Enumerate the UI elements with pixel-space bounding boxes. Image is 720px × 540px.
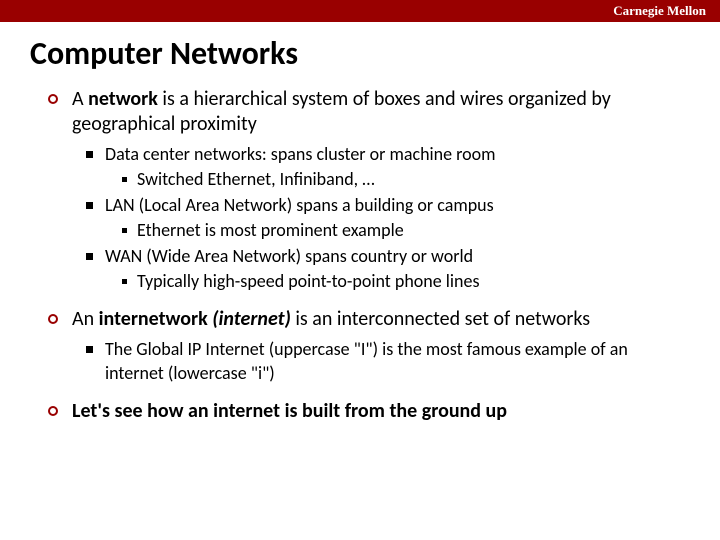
bullet-text: Data center networks: spans cluster or m… <box>105 143 496 166</box>
bullet-internetwork-def: An internetwork (internet) is an interco… <box>48 307 690 332</box>
text-bold: network <box>88 87 158 111</box>
circle-bullet-icon <box>48 406 58 416</box>
circle-bullet-icon <box>48 314 58 324</box>
text-pre: An <box>72 307 99 331</box>
bullet-switched-ethernet: Switched Ethernet, Infiniband, … <box>122 168 690 191</box>
bullet-text: A network is a hierarchical system of bo… <box>72 87 690 137</box>
bullet-text: WAN (Wide Area Network) spans country or… <box>105 245 473 268</box>
sublist-network: Data center networks: spans cluster or m… <box>48 143 690 293</box>
sublist-internetwork: The Global IP Internet (uppercase "I") i… <box>48 338 690 385</box>
header-bar: Carnegie Mellon <box>0 0 720 22</box>
square-bullet-icon <box>86 202 93 209</box>
bullet-network-def: A network is a hierarchical system of bo… <box>48 87 690 137</box>
square-bullet-icon <box>86 151 93 158</box>
text-pre: A <box>72 87 88 111</box>
bullet-global-ip: The Global IP Internet (uppercase "I") i… <box>86 338 690 385</box>
bullet-text: The Global IP Internet (uppercase "I") i… <box>105 338 690 385</box>
bullet-highspeed-lines: Typically high-speed point-to-point phon… <box>122 270 690 293</box>
bullet-text: Ethernet is most prominent example <box>137 219 404 242</box>
slide-title: Computer Networks <box>0 22 720 87</box>
square-bullet-icon <box>86 346 93 353</box>
bullet-groundup: Let's see how an internet is built from … <box>48 399 690 424</box>
bullet-text: Switched Ethernet, Infiniband, … <box>137 168 375 191</box>
slide-content: A network is a hierarchical system of bo… <box>0 87 720 424</box>
small-square-bullet-icon <box>122 228 127 233</box>
small-square-bullet-icon <box>122 279 127 284</box>
bullet-text: An internetwork (internet) is an interco… <box>72 307 590 332</box>
circle-bullet-icon <box>48 94 58 104</box>
bullet-text: LAN (Local Area Network) spans a buildin… <box>105 194 494 217</box>
bullet-wan: WAN (Wide Area Network) spans country or… <box>86 245 690 268</box>
square-bullet-icon <box>86 253 93 260</box>
bullet-datacenter: Data center networks: spans cluster or m… <box>86 143 690 166</box>
bullet-ethernet-example: Ethernet is most prominent example <box>122 219 690 242</box>
bullet-lan: LAN (Local Area Network) spans a buildin… <box>86 194 690 217</box>
text-post: is an interconnected set of networks <box>291 307 590 331</box>
text-ital: (internet) <box>212 307 291 331</box>
bullet-text: Let's see how an internet is built from … <box>72 399 507 424</box>
bullet-text: Typically high-speed point-to-point phon… <box>137 270 480 293</box>
text-bold: internetwork <box>99 307 213 331</box>
brand-label: Carnegie Mellon <box>613 3 706 19</box>
small-square-bullet-icon <box>122 177 127 182</box>
